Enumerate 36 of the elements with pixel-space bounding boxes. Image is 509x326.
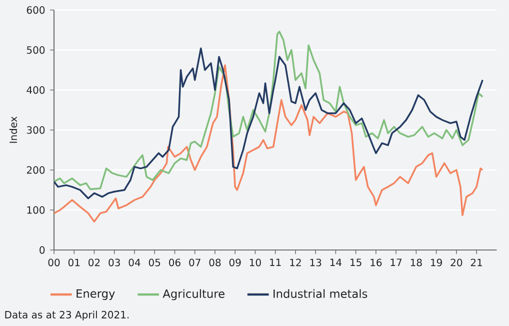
x-tick-label: 16 [370, 258, 382, 266]
x-tick-label: 21 [470, 258, 482, 266]
y-tick-label: 400 [26, 86, 45, 94]
y-axis-title: Index [9, 116, 18, 143]
x-tick-label: 17 [390, 258, 402, 266]
line-series [54, 48, 484, 200]
x-tick-label: 10 [250, 258, 261, 266]
x-tick-label: 19 [431, 258, 442, 266]
x-tick-label: 12 [290, 258, 301, 266]
line-series [54, 64, 484, 222]
x-tick-label: 08 [209, 258, 221, 266]
x-tick-label: 18 [410, 258, 422, 266]
x-tick-label: 14 [330, 258, 342, 266]
x-tick-label: 03 [108, 258, 120, 266]
x-tick-label: 04 [128, 258, 140, 266]
x-tick-label: 15 [350, 258, 362, 266]
y-tick-label: 200 [26, 166, 45, 174]
x-tick-label: 09 [229, 258, 241, 266]
legend-label: Industrial metals [274, 289, 368, 298]
legend-label: Energy [76, 289, 115, 300]
y-tick-label: 600 [26, 6, 45, 14]
x-tick-label: 00 [48, 258, 60, 266]
x-tick-label: 06 [169, 258, 180, 266]
y-tick-label: 0 [40, 246, 45, 254]
x-tick-label: 02 [88, 258, 100, 266]
x-tick-label: 13 [310, 258, 322, 266]
x-tick-label: 11 [270, 258, 281, 266]
y-tick-label: 100 [27, 206, 45, 214]
y-tick-label: 300 [26, 126, 45, 134]
x-tick-label: 01 [68, 258, 80, 266]
x-tick-label: 05 [148, 258, 160, 266]
legend-label: Agriculture [162, 289, 224, 300]
y-tick-label: 500 [26, 46, 45, 54]
x-tick-label: 20 [450, 258, 462, 266]
text: Data as at 23 April 2021. [5, 310, 129, 320]
x-tick-label: 07 [189, 258, 200, 266]
